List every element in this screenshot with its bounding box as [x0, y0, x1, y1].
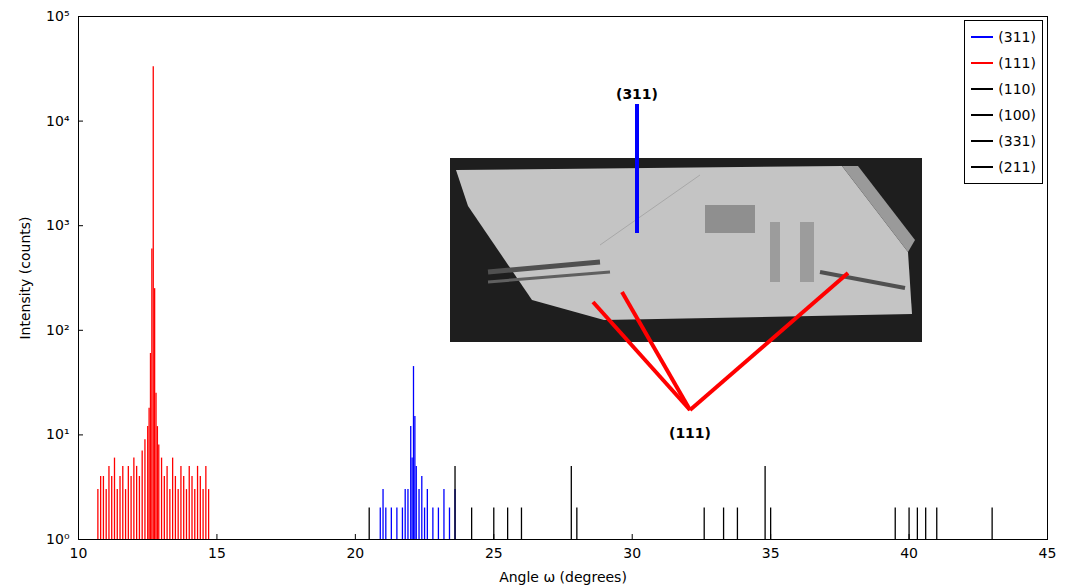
- svg-text:35: 35: [762, 545, 780, 561]
- html-text:(211): (211): [998, 159, 1036, 175]
- svg-text:15: 15: [208, 545, 226, 561]
- html-text:(311): (311): [998, 29, 1036, 45]
- svg-text:10⁴: 10⁴: [46, 113, 70, 129]
- svg-text:45: 45: [1039, 545, 1057, 561]
- svg-text:30: 30: [623, 545, 641, 561]
- svg-text:10: 10: [70, 545, 88, 561]
- svg-text:20: 20: [346, 545, 364, 561]
- html-text:(100): (100): [998, 107, 1036, 123]
- html-text:(110): (110): [998, 81, 1036, 97]
- html-text:(331): (331): [998, 133, 1036, 149]
- svg-text:10²: 10²: [46, 322, 69, 338]
- svg-text:(311): (311): [616, 86, 658, 102]
- svg-text:Intensity (counts): Intensity (counts): [17, 216, 33, 339]
- html-text:(111): (111): [998, 55, 1036, 71]
- svg-text:10⁰: 10⁰: [46, 531, 70, 547]
- svg-text:40: 40: [900, 545, 918, 561]
- svg-text:10¹: 10¹: [46, 426, 69, 442]
- svg-text:Angle ω (degrees): Angle ω (degrees): [499, 569, 627, 585]
- svg-text:(111): (111): [669, 425, 711, 441]
- svg-text:25: 25: [485, 545, 503, 561]
- svg-text:10³: 10³: [46, 217, 69, 233]
- svg-text:10⁵: 10⁵: [46, 8, 69, 24]
